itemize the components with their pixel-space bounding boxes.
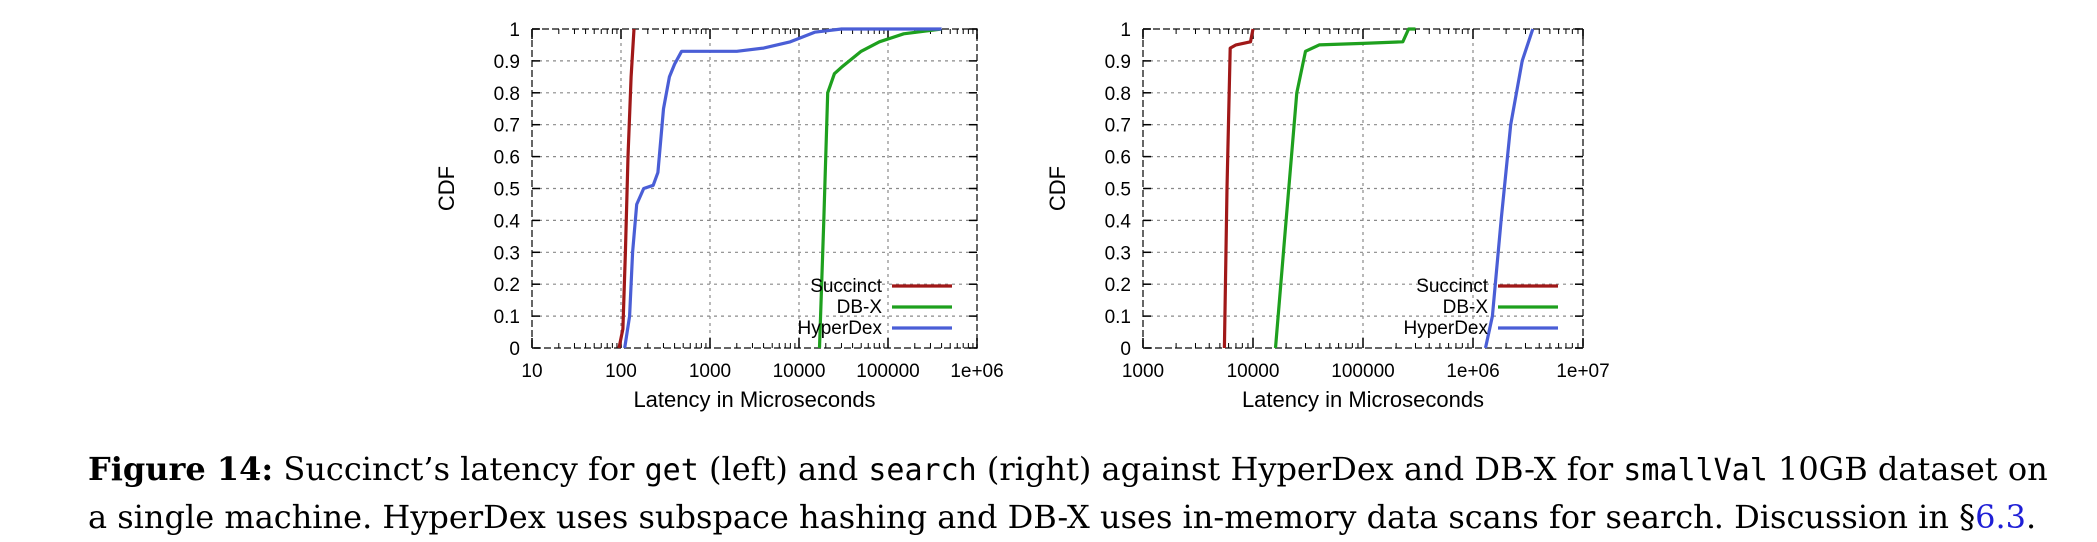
right-x-tick-label: 10000 [1227,361,1280,382]
left-y-axis-title: CDF [434,166,459,211]
left-legend-label-succinct: Succinct [810,276,883,297]
right-y-tick-label: 0.7 [1105,116,1131,137]
figure-caption: Figure 14: Succinct’s latency for get (l… [88,446,2048,541]
left-y-tick-label: 0.3 [494,243,520,264]
caption-code-smallval: smallVal [1623,453,1768,488]
right-series-line-succinct [1222,28,1255,349]
right-y-axis-title: CDF [1048,166,1070,211]
section-reference-link[interactable]: 6.3 [1975,498,2026,536]
caption-text-3: (right) against HyperDex and DB-X for [976,450,1624,488]
right-y-tick-label: 1 [1120,20,1131,41]
right-y-tick-label: 0.4 [1105,211,1132,232]
left-series-line-hyperdex [623,27,942,349]
right-y-tick-label: 0.8 [1105,84,1131,105]
right-y-tick-label: 0.1 [1105,307,1131,328]
left-chart-get-latency: 0 0.1 0.2 0.3 0.4 0.5 0.6 0.7 0.8 0.9 1 10 100 1000 10… [434,20,1004,412]
caption-text-4: 10GB dataset on a single machine. HyperD… [88,450,2048,536]
right-legend-label-succinct: Succinct [1416,276,1489,297]
left-series-line-succinct [617,28,636,349]
caption-text-5: . [2026,498,2037,536]
left-x-tick-label: 100 [605,361,637,382]
left-x-tick-label: 100000 [856,361,919,382]
caption-text-2: (left) and [698,450,869,488]
left-y-tick-label: 0.8 [494,84,520,105]
left-x-axis-title: Latency in Microseconds [633,387,875,412]
right-y-tick-label: 0.3 [1105,243,1131,264]
left-legend-label-hyperdex: HyperDex [798,318,883,339]
right-y-tick-label: 0 [1120,339,1131,360]
right-x-tick-label: 1e+06 [1446,361,1499,382]
right-chart-search-latency: 0 0.1 0.2 0.3 0.4 0.5 0.6 0.7 0.8 0.9 1 1000 10000 10… [1048,20,1610,412]
left-y-tick-label: 0.9 [494,52,520,73]
left-y-tick-label: 0.6 [494,148,520,169]
left-y-tick-label: 1 [509,20,520,41]
left-y-tick-label: 0.5 [494,180,520,201]
left-x-tick-label: 1e+06 [950,361,1003,382]
left-y-tick-label: 0.2 [494,275,520,296]
right-x-axis-title: Latency in Microseconds [1242,387,1484,412]
right-y-tick-label: 0.6 [1105,148,1131,169]
right-x-tick-label: 1e+07 [1556,361,1609,382]
caption-code-get: get [644,453,699,488]
left-x-tick-label: 10000 [773,361,826,382]
right-legend-label-hyperdex: HyperDex [1404,318,1489,339]
right-legend-label-db-x: DB-X [1443,297,1489,318]
right-y-tick-label: 0.2 [1105,275,1131,296]
left-x-tick-label: 1000 [689,361,731,382]
left-legend-label-db-x: DB-X [837,297,883,318]
right-x-tick-label: 100000 [1331,361,1394,382]
figure-label: Figure 14: [88,450,274,488]
left-x-tick-label: 10 [521,361,542,382]
caption-text-1: Succinct’s latency for [273,450,645,488]
right-y-tick-label: 0.9 [1105,52,1131,73]
caption-code-search: search [868,453,977,488]
left-y-tick-label: 0 [509,339,520,360]
left-y-tick-label: 0.4 [494,211,521,232]
right-y-tick-label: 0.5 [1105,180,1131,201]
left-series-line-db-x [817,27,942,349]
right-series-line-db-x [1273,27,1416,349]
left-y-tick-label: 0.7 [494,116,520,137]
left-y-tick-label: 0.1 [494,307,520,328]
right-x-tick-label: 1000 [1122,361,1164,382]
right-series-line-hyperdex [1483,28,1535,349]
